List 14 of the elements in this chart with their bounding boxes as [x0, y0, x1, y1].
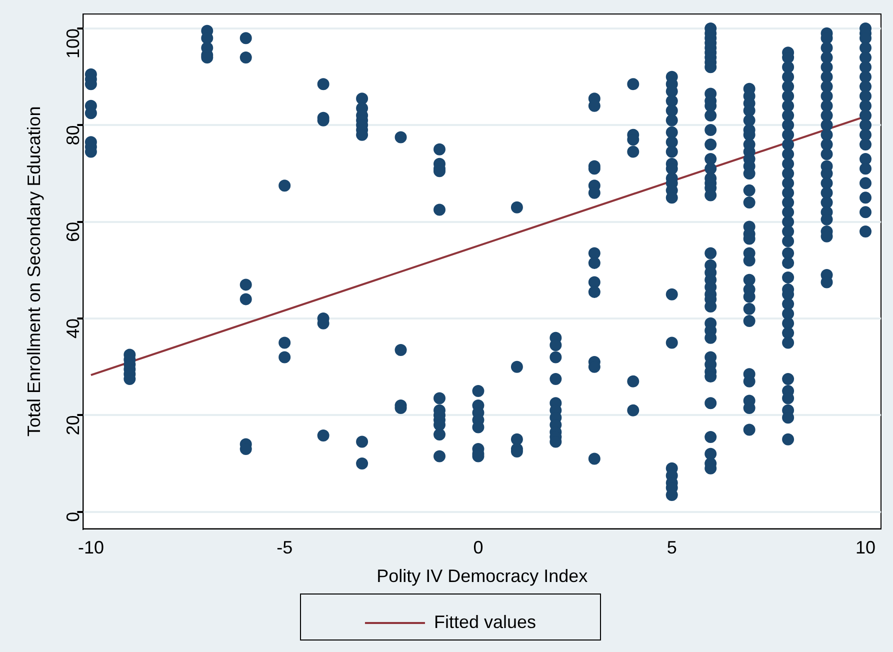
- y-tick-label: 40: [63, 318, 84, 339]
- y-tick-label: 80: [63, 125, 84, 146]
- x-tick-label: 5: [666, 538, 677, 558]
- x-tick-label: 10: [855, 538, 876, 558]
- x-tick-label: -10: [78, 538, 104, 558]
- y-tick-label: 20: [63, 415, 84, 436]
- legend-label: Fitted values: [434, 612, 536, 632]
- y-axis-title: Total Enrollment on Secondary Education: [24, 106, 44, 436]
- y-tick-label: 60: [63, 222, 84, 242]
- x-tick-label: -5: [276, 538, 293, 558]
- x-axis-title: Polity IV Democracy Index: [376, 566, 588, 586]
- y-tick-label: 0: [63, 512, 84, 522]
- x-tick-label: 0: [473, 538, 484, 558]
- y-tick-label: 100: [63, 28, 84, 59]
